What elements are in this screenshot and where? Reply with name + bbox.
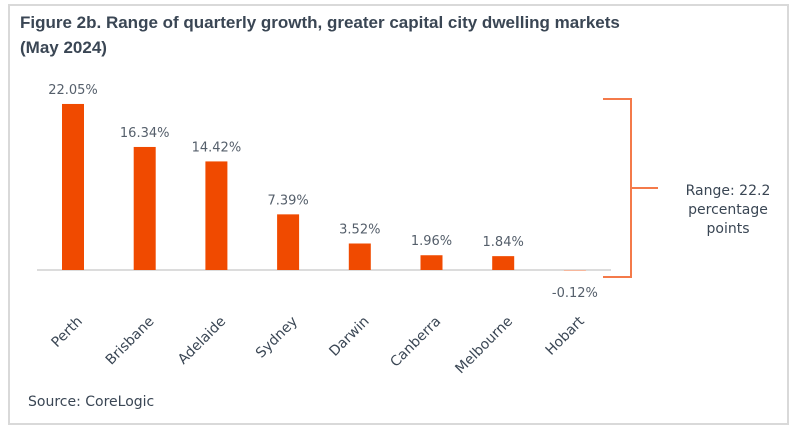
data-label: 1.96% [411,234,452,249]
data-label: 14.42% [192,140,242,155]
range-bracket [603,98,632,278]
source-note: Source: CoreLogic [28,394,155,410]
tick-label: Darwin [326,314,372,360]
range-annotation: Range: 22.2 [686,183,771,199]
bar-canberra [420,255,443,270]
tick-label: Canberra [387,314,444,371]
bar-hobart [563,270,586,271]
bar-melbourne [492,256,515,270]
data-label: 22.05% [48,83,98,98]
data-label: 1.84% [483,235,524,250]
range-annotation: points [707,221,750,237]
chart-title: Figure 2b. Range of quarterly growth, gr… [20,13,620,57]
tick-label: Adelaide [175,314,229,368]
tick-label: Brisbane [103,314,158,369]
data-label: -0.12% [552,286,598,301]
data-label: 16.34% [120,126,170,141]
range-annotation: percentage [688,202,768,218]
tick-label: Perth [49,314,86,351]
bar-sydney [277,214,300,270]
bar-perth [62,103,84,270]
tick-label: Hobart [543,313,588,358]
bar-adelaide [205,161,228,270]
data-label: 7.39% [267,193,308,208]
data-label: 3.52% [339,222,380,237]
tick-label: Sydney [253,314,301,362]
tick-label: Melbourne [452,314,516,378]
bar-darwin [348,243,371,270]
chart-frame [8,4,789,425]
bar-brisbane [133,146,156,270]
